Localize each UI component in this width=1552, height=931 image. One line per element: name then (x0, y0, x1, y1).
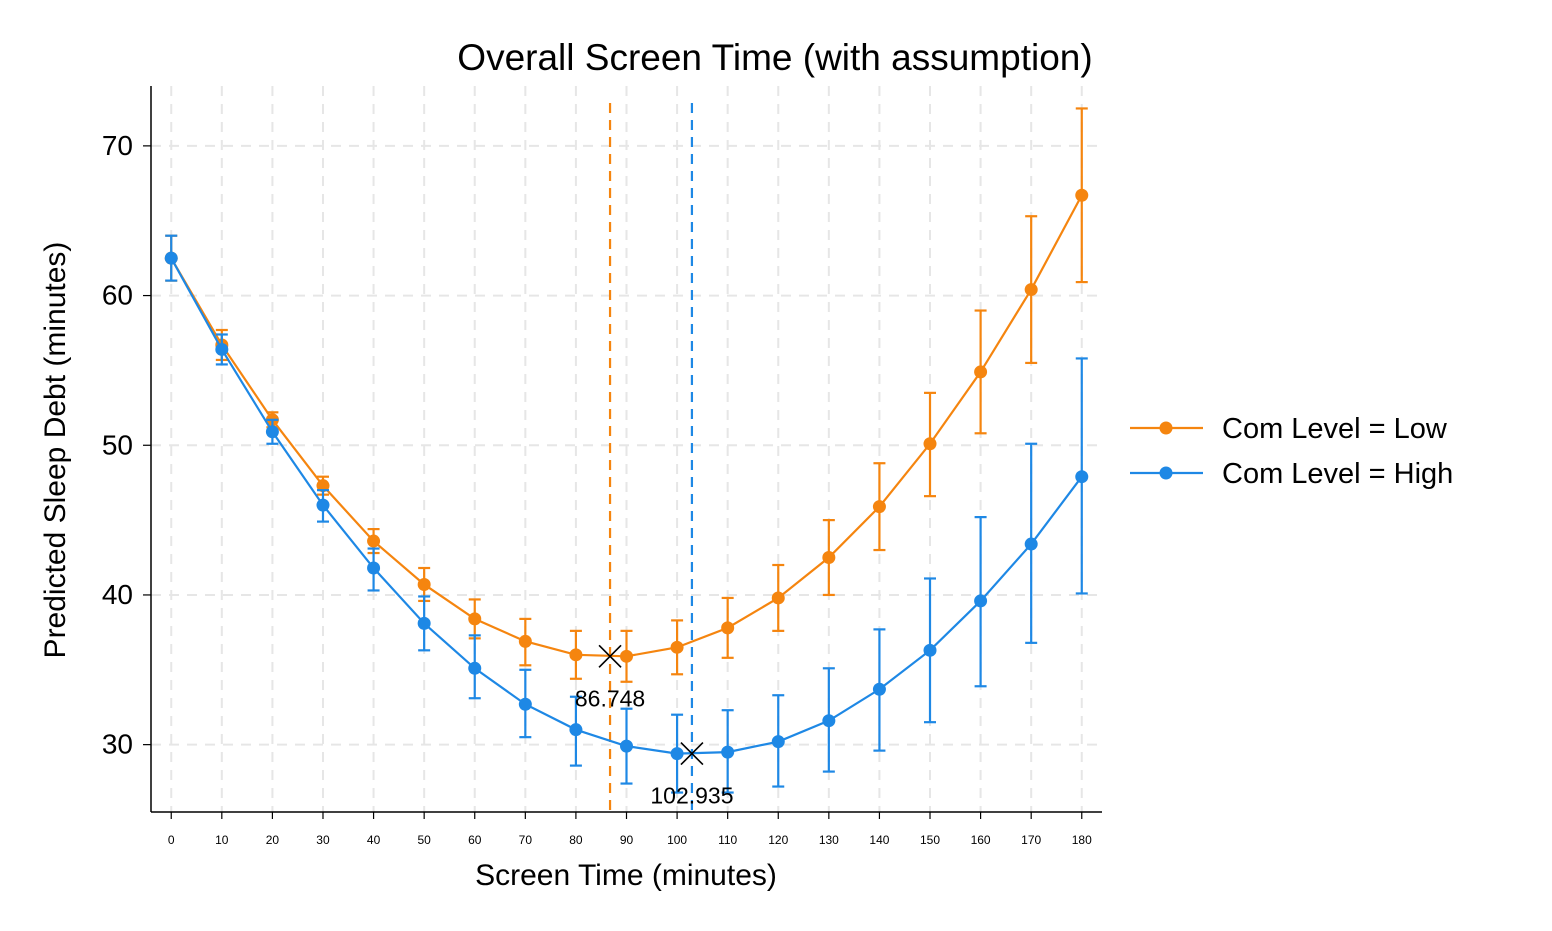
x-tick-label: 110 (718, 833, 737, 847)
x-tick-label: 90 (620, 833, 634, 847)
y-tick-label: 70 (102, 130, 133, 161)
minimum-label: 102.935 (650, 783, 733, 809)
data-point (822, 714, 836, 728)
minimum-marker (680, 742, 704, 766)
y-tick-label: 50 (102, 429, 133, 460)
x-tick-label: 80 (569, 833, 583, 847)
data-point (771, 735, 785, 749)
x-tick-label: 140 (869, 833, 889, 847)
data-point (1075, 470, 1089, 484)
axes (143, 86, 1102, 819)
series-line (170, 194, 1083, 658)
data-point (923, 643, 937, 657)
data-point (468, 661, 482, 675)
data-point (620, 739, 633, 753)
data-point (771, 591, 785, 605)
data-point (417, 616, 431, 630)
series-high (164, 234, 1089, 794)
data-point (620, 649, 633, 663)
data-point (721, 745, 735, 759)
legend-marker (1159, 421, 1173, 435)
legend-entry-low: Com Level = Low (1130, 413, 1448, 445)
data-point (518, 634, 532, 648)
data-point (822, 551, 836, 565)
data-point (468, 612, 482, 626)
legend-marker (1159, 466, 1173, 480)
x-tick-label: 150 (920, 833, 940, 847)
data-point (367, 561, 381, 575)
x-tick-label: 0 (168, 833, 175, 847)
data-point (417, 577, 431, 591)
data-point (721, 621, 735, 635)
x-tick-label: 180 (1072, 833, 1092, 847)
data-point (974, 365, 988, 379)
x-tick-label: 170 (1021, 833, 1041, 847)
data-point (164, 251, 178, 265)
y-tick-label: 30 (102, 729, 133, 760)
chart-title: Overall Screen Time (with assumption) (457, 37, 1092, 78)
x-axis-label: Screen Time (minutes) (475, 859, 777, 892)
x-tick-label: 120 (768, 833, 788, 847)
data-point (569, 648, 583, 662)
y-tick-label: 40 (102, 579, 133, 610)
legend-label: Com Level = Low (1222, 413, 1448, 445)
x-tick-label: 10 (215, 833, 229, 847)
legend-entry-high: Com Level = High (1130, 458, 1453, 490)
x-tick-label: 130 (819, 833, 839, 847)
data-point (670, 747, 684, 761)
data-point (518, 697, 532, 711)
data-point (316, 498, 330, 512)
minimum-marker (598, 644, 622, 668)
data-point (872, 500, 886, 514)
x-tick-label: 30 (316, 833, 330, 847)
data-point (1024, 537, 1038, 551)
data-point (215, 342, 229, 356)
y-axis-label: Predicted Sleep Debt (minutes) (39, 242, 72, 659)
data-point (872, 682, 886, 696)
data-point (569, 723, 583, 737)
data-point (670, 640, 684, 654)
data-point (316, 479, 330, 493)
data-point (923, 437, 937, 451)
minimum-label: 86.748 (575, 685, 645, 711)
data-point (1075, 188, 1089, 202)
data-point (265, 425, 279, 439)
y-tick-label: 60 (102, 280, 133, 311)
x-tick-label: 70 (519, 833, 533, 847)
x-tick-label: 60 (468, 833, 482, 847)
tick-labels: 0 10 20 30 40 50 60 70 80 90 100 110 120 130 140 150 160… (102, 130, 1092, 847)
x-tick-label: 20 (266, 833, 280, 847)
x-marker-stroke (680, 742, 704, 766)
series (164, 107, 1089, 794)
x-tick-label: 40 (367, 833, 381, 847)
x-tick-label: 100 (667, 833, 687, 847)
data-point (974, 594, 988, 608)
x-tick-label: 160 (971, 833, 991, 847)
legend: Com Level = Low Com Level = High (1130, 413, 1453, 490)
data-point (367, 534, 381, 548)
data-point (1024, 283, 1038, 297)
x-marker-stroke (598, 644, 622, 668)
annotations: 86.748 102.935 (575, 644, 734, 809)
legend-label: Com Level = High (1222, 458, 1453, 490)
x-tick-label: 50 (417, 833, 431, 847)
